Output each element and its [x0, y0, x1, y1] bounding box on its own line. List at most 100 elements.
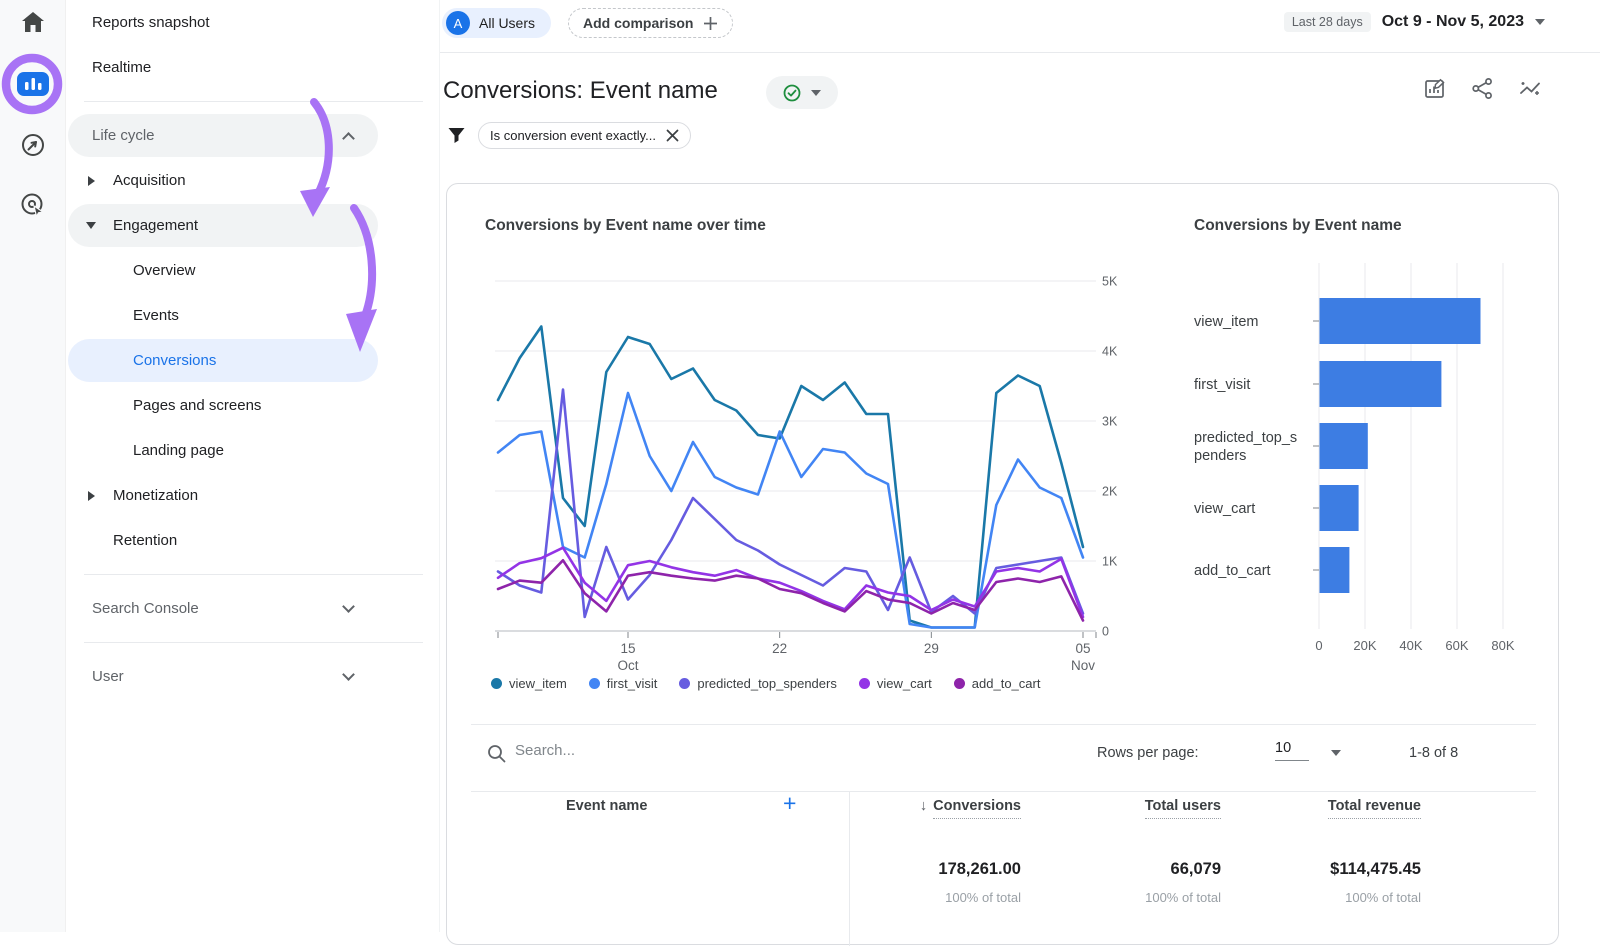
home-icon[interactable] — [0, 0, 66, 44]
totals-conversions: 178,261.00 — [801, 860, 1021, 879]
bar-chart: 020K40K60K80Kview_itemfirst_visitpredict… — [1147, 184, 1559, 664]
svg-text:view_item: view_item — [1194, 314, 1258, 330]
sidebar-item-label: Acquisition — [113, 172, 186, 189]
add-comparison-button[interactable]: Add comparison — [568, 8, 733, 38]
totals-users-pct: 100% of total — [1001, 890, 1221, 905]
sidebar-item-conversions[interactable]: Conversions — [66, 338, 439, 383]
date-range-picker[interactable]: Last 28 days Oct 9 - Nov 5, 2023 — [1284, 12, 1545, 32]
rows-per-page-label: Rows per page: — [1097, 745, 1199, 761]
sidebar-item-events[interactable]: Events — [66, 293, 439, 338]
svg-text:05: 05 — [1075, 641, 1090, 656]
svg-text:4K: 4K — [1102, 345, 1118, 359]
chevron-down-icon[interactable] — [342, 600, 355, 613]
sidebar-item-search-console[interactable]: Search Console — [66, 586, 439, 631]
sidebar-item-highlight — [68, 339, 378, 382]
search-icon — [487, 744, 506, 768]
chart-legend: view_item first_visit predicted_top_spende… — [491, 676, 1040, 691]
column-header-event-name[interactable]: Event name — [566, 798, 647, 814]
totals-conversions-pct: 100% of total — [801, 890, 1021, 905]
reports-sidebar: Reports snapshot Realtime Life cycle Acquis… — [66, 0, 440, 932]
legend-dot — [954, 678, 965, 689]
legend-dot — [859, 678, 870, 689]
topbar-divider — [440, 52, 1600, 53]
search-input[interactable] — [515, 742, 815, 759]
svg-text:20K: 20K — [1353, 638, 1376, 653]
sidebar-item-monetization[interactable]: Monetization — [66, 473, 439, 518]
explore-icon[interactable] — [0, 123, 66, 167]
svg-text:15: 15 — [620, 641, 635, 656]
svg-text:2K: 2K — [1102, 485, 1118, 499]
sidebar-item-landing-page[interactable]: Landing page — [66, 428, 439, 473]
sidebar-item-label: Conversions — [133, 352, 216, 369]
svg-text:60K: 60K — [1445, 638, 1468, 653]
sidebar-item-label: Retention — [113, 532, 177, 549]
legend-dot — [679, 678, 690, 689]
report-toolbar — [1424, 78, 1542, 105]
all-users-segment-chip[interactable]: A All Users — [442, 8, 551, 38]
share-icon[interactable] — [1472, 78, 1493, 105]
filter-chip[interactable]: Is conversion event exactly... — [478, 122, 691, 149]
edit-report-icon[interactable] — [1424, 78, 1446, 105]
sidebar-item-acquisition[interactable]: Acquisition — [66, 158, 439, 203]
svg-text:penders: penders — [1194, 448, 1246, 464]
table-top-divider — [471, 724, 1536, 725]
column-header-total-revenue[interactable]: Total revenue — [1201, 798, 1421, 814]
sidebar-item-pages-and-screens[interactable]: Pages and screens — [66, 383, 439, 428]
chevron-down-icon — [811, 90, 821, 96]
page-title: Conversions: Event name — [443, 77, 718, 105]
sidebar-item-label: Search Console — [92, 600, 199, 617]
chevron-down-icon — [1535, 19, 1545, 25]
line-chart: 01K2K3K4K5K15Oct222905Nov — [447, 184, 1147, 724]
sidebar-item-retention[interactable]: Retention — [66, 518, 439, 563]
pagination-status: 1-8 of 8 — [1409, 745, 1458, 761]
svg-text:add_to_cart: add_to_cart — [1194, 563, 1271, 579]
legend-item-view-cart[interactable]: view_cart — [859, 676, 932, 691]
legend-item-add-to-cart[interactable]: add_to_cart — [954, 676, 1041, 691]
expand-down-icon[interactable] — [86, 222, 96, 229]
column-header-conversions[interactable]: ↓Conversions — [801, 798, 1021, 814]
column-header-total-users[interactable]: Total users — [1001, 798, 1221, 814]
add-dimension-icon[interactable]: + — [783, 790, 796, 817]
totals-users: 66,079 — [1001, 860, 1221, 879]
svg-text:Nov: Nov — [1071, 658, 1095, 673]
sidebar-item-label: Realtime — [92, 59, 151, 76]
conversion-verified-badge[interactable] — [766, 76, 838, 109]
filter-chip-label: Is conversion event exactly... — [490, 128, 656, 143]
legend-item-first-visit[interactable]: first_visit — [589, 676, 658, 691]
reports-icon[interactable] — [0, 62, 66, 106]
sidebar-item-label: Reports snapshot — [92, 14, 210, 31]
sidebar-item-life-cycle[interactable]: Life cycle — [66, 113, 439, 158]
sidebar-item-engagement[interactable]: Engagement — [66, 203, 439, 248]
svg-text:predicted_top_s: predicted_top_s — [1194, 430, 1297, 446]
svg-text:3K: 3K — [1102, 415, 1118, 429]
svg-text:0: 0 — [1315, 638, 1322, 653]
sidebar-item-realtime[interactable]: Realtime — [66, 45, 439, 90]
svg-text:22: 22 — [772, 641, 787, 656]
sidebar-item-user[interactable]: User — [66, 654, 439, 699]
legend-item-predicted-top-spenders[interactable]: predicted_top_spenders — [679, 676, 837, 691]
sort-desc-icon: ↓ — [920, 798, 927, 814]
legend-label: view_item — [509, 676, 567, 691]
expand-right-icon[interactable] — [88, 176, 95, 186]
legend-item-view-item[interactable]: view_item — [491, 676, 567, 691]
svg-text:80K: 80K — [1491, 638, 1514, 653]
legend-dot — [491, 678, 502, 689]
sidebar-item-label: Life cycle — [92, 127, 155, 144]
filter-funnel-icon — [447, 126, 466, 145]
legend-label: first_visit — [607, 676, 658, 691]
chevron-down-icon[interactable] — [342, 668, 355, 681]
chevron-down-icon[interactable] — [1331, 750, 1341, 756]
close-icon[interactable] — [666, 129, 679, 142]
sidebar-item-label: Landing page — [133, 442, 224, 459]
sidebar-item-overview[interactable]: Overview — [66, 248, 439, 293]
expand-right-icon[interactable] — [88, 491, 95, 501]
insights-icon[interactable] — [1519, 78, 1542, 105]
filter-row: Is conversion event exactly... — [447, 122, 691, 149]
check-circle-icon — [783, 84, 801, 102]
sidebar-item-reports-snapshot[interactable]: Reports snapshot — [66, 0, 439, 45]
advertising-icon[interactable] — [0, 183, 66, 227]
sidebar-item-label: Overview — [133, 262, 196, 279]
rows-per-page-select[interactable]: 10 — [1275, 740, 1309, 761]
svg-text:0: 0 — [1102, 625, 1109, 639]
sidebar-divider — [84, 642, 423, 643]
